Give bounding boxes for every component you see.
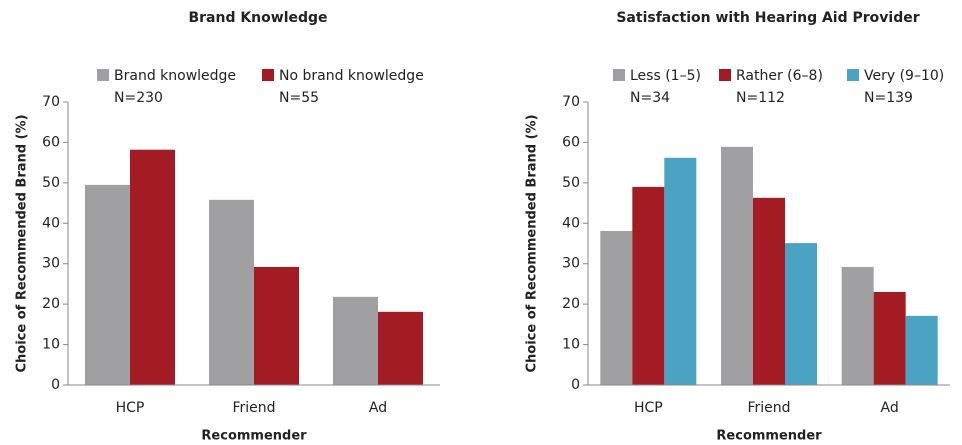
- bar: [753, 197, 785, 385]
- y-tick-label: 10: [562, 337, 580, 353]
- y-tick-label: 0: [51, 377, 60, 393]
- x-tick-label: Friend: [747, 400, 790, 416]
- y-tick-label: 10: [42, 337, 60, 353]
- x-tick-label: Ad: [881, 400, 899, 416]
- legend-sample-size: N=55: [279, 90, 319, 106]
- legend-sample-size: N=139: [864, 90, 913, 106]
- x-tick-label: Ad: [369, 400, 387, 416]
- x-axis-title: Recommender: [201, 429, 307, 444]
- legend-sample-size: N=112: [736, 90, 785, 106]
- legend-swatch: [262, 69, 274, 81]
- y-axis-title: Choice of Recommended Brand (%): [525, 114, 540, 372]
- y-tick-label: 20: [42, 296, 60, 312]
- bar: [785, 243, 817, 385]
- legend-label: Less (1–5): [630, 68, 701, 84]
- bar: [873, 292, 906, 385]
- y-tick-label: 60: [42, 134, 60, 150]
- y-tick-label: 30: [562, 256, 580, 272]
- y-axis-title: Choice of Recommended Brand (%): [15, 114, 30, 372]
- legend-swatch: [847, 69, 859, 81]
- y-tick-label: 70: [562, 94, 580, 110]
- legend-swatch: [719, 69, 731, 81]
- bar: [209, 199, 254, 385]
- bar: [721, 146, 753, 385]
- bar: [333, 296, 378, 385]
- chart-title: Satisfaction with Hearing Aid Provider: [616, 10, 919, 26]
- y-tick-label: 40: [562, 215, 580, 231]
- y-tick-label: 0: [571, 377, 580, 393]
- bar: [85, 184, 130, 385]
- y-tick-label: 30: [42, 256, 60, 272]
- y-tick-label: 40: [42, 215, 60, 231]
- x-tick-label: HCP: [634, 400, 663, 416]
- x-tick-label: HCP: [116, 400, 145, 416]
- bar: [841, 266, 874, 385]
- y-tick-label: 70: [42, 94, 60, 110]
- y-tick-label: 60: [562, 134, 580, 150]
- y-tick-label: 20: [562, 296, 580, 312]
- y-tick-label: 50: [42, 175, 60, 191]
- y-tick-label: 50: [562, 175, 580, 191]
- x-tick-label: Friend: [232, 400, 275, 416]
- bar: [632, 186, 665, 385]
- legend-label: No brand knowledge: [279, 68, 424, 84]
- legend-sample-size: N=34: [630, 90, 670, 106]
- bar: [130, 149, 175, 385]
- bar: [905, 315, 938, 385]
- x-axis-title: Recommender: [716, 429, 822, 444]
- bar: [254, 266, 299, 385]
- legend-sample-size: N=230: [114, 90, 163, 106]
- bar: [664, 157, 697, 385]
- bar: [378, 311, 423, 385]
- bar: [600, 230, 633, 385]
- legend-swatch: [613, 69, 625, 81]
- chart-title: Brand Knowledge: [188, 10, 327, 26]
- legend-label: Brand knowledge: [114, 68, 236, 84]
- legend-label: Rather (6–8): [736, 68, 823, 84]
- legend-swatch: [97, 69, 109, 81]
- legend-label: Very (9–10): [864, 68, 944, 84]
